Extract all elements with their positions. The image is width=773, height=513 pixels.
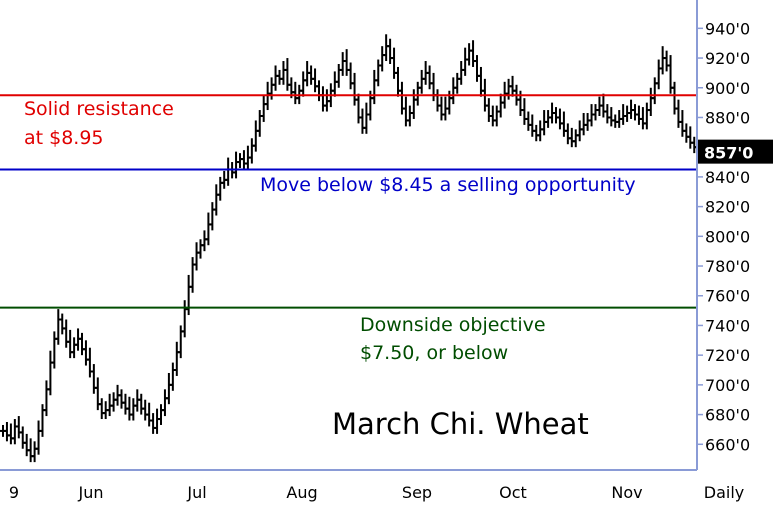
y-tick: 720'0 [697, 346, 750, 365]
y-tick: 780'0 [697, 257, 750, 276]
x-tick-label: Oct [499, 483, 527, 502]
x-tick-label: Aug [286, 483, 317, 502]
y-tick-label: 920'0 [705, 49, 750, 68]
last-price-box [698, 139, 773, 164]
y-tick-label: 760'0 [705, 287, 750, 306]
x-axis-ticks: 9 Jun Jul Aug Sep Oct Nov Daily [9, 483, 744, 502]
y-tick: 680'0 [697, 406, 750, 425]
y-tick: 660'0 [697, 435, 750, 454]
annotations: Solid resistance at $8.95 Move below $8.45… [24, 98, 636, 364]
sell-label-line: Move below $8.45 a selling opportunity [260, 174, 636, 196]
y-tick: 880'0 [697, 108, 750, 127]
y-tick-label: 820'0 [705, 198, 750, 217]
y-tick-label: 880'0 [705, 108, 750, 127]
y-tick-label: 700'0 [705, 376, 750, 395]
y-tick-label: 740'0 [705, 316, 750, 335]
y-tick-label: 660'0 [705, 435, 750, 454]
x-tick-label: Jul [186, 483, 206, 502]
x-tick-label: Nov [611, 483, 642, 502]
x-tick-label: Sep [402, 483, 432, 502]
x-tick-label: 9 [9, 483, 19, 502]
axis-panel [697, 0, 773, 470]
chart-title: March Chi. Wheat [332, 407, 589, 441]
y-tick: 760'0 [697, 287, 750, 306]
y-tick-label: 780'0 [705, 257, 750, 276]
last-price-label: 857'0 [704, 144, 753, 163]
y-tick: 700'0 [697, 376, 750, 395]
x-tick-label: Jun [78, 483, 104, 502]
y-tick: 840'0 [697, 168, 750, 187]
y-tick-label: 800'0 [705, 227, 750, 246]
y-tick-label: 840'0 [705, 168, 750, 187]
y-tick: 740'0 [697, 316, 750, 335]
y-tick: 820'0 [697, 198, 750, 217]
y-tick-label: 900'0 [705, 79, 750, 98]
y-tick-label: 720'0 [705, 346, 750, 365]
price-bars [0, 34, 702, 463]
objective-label-line: Downside objective [360, 314, 546, 336]
resistance-label-line: Solid resistance [24, 98, 174, 120]
y-tick: 920'0 [697, 49, 750, 68]
periodicity-label: Daily [704, 483, 744, 502]
y-tick-label: 680'0 [705, 406, 750, 425]
y-axis-ticks: 660'0 680'0 700'0 720'0 740'0 760'0 780'0 800'0… [697, 19, 750, 454]
y-tick: 900'0 [697, 79, 750, 98]
y-tick: 800'0 [697, 227, 750, 246]
resistance-label-line: at $8.95 [24, 127, 104, 149]
last-price-marker: 857'0 [698, 139, 773, 164]
objective-label-line: $7.50, or below [360, 342, 508, 364]
horizontal-lines [0, 94, 697, 309]
y-tick-label: 940'0 [705, 19, 750, 38]
y-tick: 940'0 [697, 19, 750, 38]
